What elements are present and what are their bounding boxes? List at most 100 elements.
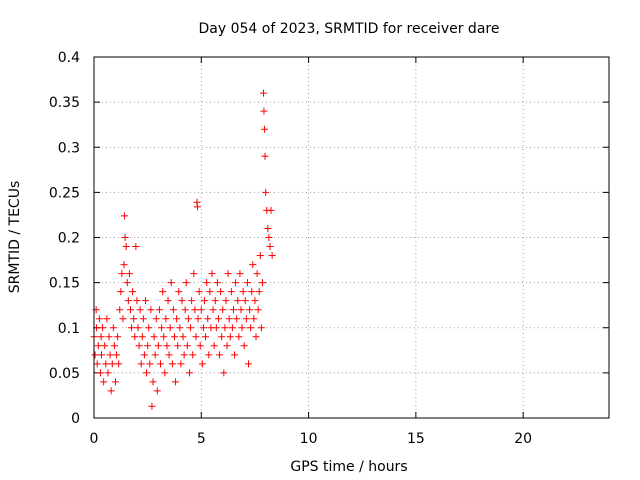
data-point xyxy=(119,315,127,323)
data-point xyxy=(232,279,240,287)
data-point xyxy=(109,324,117,332)
data-point xyxy=(113,351,121,359)
data-point xyxy=(152,315,160,323)
data-point xyxy=(96,369,104,377)
data-point xyxy=(256,252,264,260)
data-point xyxy=(159,288,167,296)
y-tick-label: 0.1 xyxy=(58,321,80,337)
data-point xyxy=(148,402,156,410)
data-point xyxy=(185,369,193,377)
y-tick-label: 0.4 xyxy=(58,50,80,66)
data-point xyxy=(160,333,168,341)
data-point xyxy=(195,288,203,296)
data-point xyxy=(258,279,266,287)
data-point xyxy=(252,333,260,341)
data-point xyxy=(184,315,192,323)
y-tick-label: 0.3 xyxy=(58,140,80,156)
data-point xyxy=(265,234,273,241)
x-tick-label: 10 xyxy=(300,431,318,447)
data-point xyxy=(129,288,137,296)
data-point xyxy=(168,360,176,368)
data-point xyxy=(220,369,228,377)
data-point xyxy=(237,306,245,314)
y-tick-label: 0.35 xyxy=(49,95,80,111)
data-point xyxy=(123,279,131,287)
data-point xyxy=(165,351,173,359)
data-point xyxy=(101,342,109,350)
data-point xyxy=(130,315,138,323)
data-point xyxy=(131,333,139,341)
x-tick-label: 20 xyxy=(514,431,532,447)
data-point xyxy=(161,369,169,377)
data-point xyxy=(110,342,118,350)
data-point xyxy=(264,224,272,232)
data-point xyxy=(117,288,125,296)
data-point xyxy=(157,360,165,368)
data-point xyxy=(182,279,190,287)
data-point xyxy=(240,342,248,350)
data-point xyxy=(126,306,134,314)
data-point xyxy=(94,342,102,350)
data-point xyxy=(192,333,200,341)
data-point xyxy=(106,351,114,359)
data-point xyxy=(261,152,269,160)
data-point xyxy=(233,315,241,323)
data-point xyxy=(257,324,265,332)
data-point xyxy=(243,279,251,287)
data-point xyxy=(95,315,103,323)
data-point xyxy=(267,206,275,214)
data-point xyxy=(262,188,270,196)
plot-frame xyxy=(93,56,610,419)
data-point xyxy=(120,212,128,220)
data-point xyxy=(155,306,163,314)
data-point xyxy=(144,342,152,350)
data-point xyxy=(132,243,140,251)
data-point xyxy=(103,315,111,323)
data-point xyxy=(219,306,227,314)
data-point xyxy=(128,324,136,332)
x-tick-label: 0 xyxy=(90,431,99,447)
data-point xyxy=(118,270,126,278)
data-point xyxy=(114,333,122,341)
data-point xyxy=(211,297,219,305)
data-point xyxy=(198,360,206,368)
data-point xyxy=(179,333,187,341)
data-point xyxy=(234,297,242,305)
y-tick-label: 0 xyxy=(71,411,80,427)
data-point xyxy=(197,306,205,314)
data-point xyxy=(146,360,154,368)
grid xyxy=(94,57,609,418)
data-point xyxy=(173,315,181,323)
data-point xyxy=(181,306,189,314)
x-tick-label: 15 xyxy=(407,431,425,447)
data-point xyxy=(260,89,268,97)
axis-ticks: 0 0.05 0.1 0.15 0.2 0.25 0.3 0.35 0.4 0 5 10 15 20 xyxy=(49,50,609,447)
data-point xyxy=(120,261,128,269)
data-point xyxy=(135,342,143,350)
data-point xyxy=(221,324,229,332)
data-point xyxy=(204,315,212,323)
data-point xyxy=(139,315,147,323)
data-point xyxy=(235,333,243,341)
x-axis-label: GPS time / hours xyxy=(290,459,407,475)
chart-title: Day 054 of 2023, SRMTID for receiver dar… xyxy=(199,21,500,37)
data-point xyxy=(175,288,183,296)
data-point xyxy=(241,297,249,305)
data-point xyxy=(191,306,199,314)
data-point xyxy=(133,297,141,305)
data-point xyxy=(142,297,149,305)
data-point xyxy=(154,342,162,350)
data-point xyxy=(125,270,133,278)
data-point xyxy=(268,252,276,260)
data-point xyxy=(229,306,237,314)
data-point xyxy=(177,360,185,368)
data-point xyxy=(91,351,99,359)
data-point xyxy=(150,333,158,341)
data-point xyxy=(254,306,262,314)
data-point xyxy=(115,360,123,368)
data-point xyxy=(140,351,148,359)
data-point xyxy=(164,297,172,305)
data-point xyxy=(122,243,130,251)
data-point xyxy=(104,369,112,377)
data-point xyxy=(227,288,235,296)
